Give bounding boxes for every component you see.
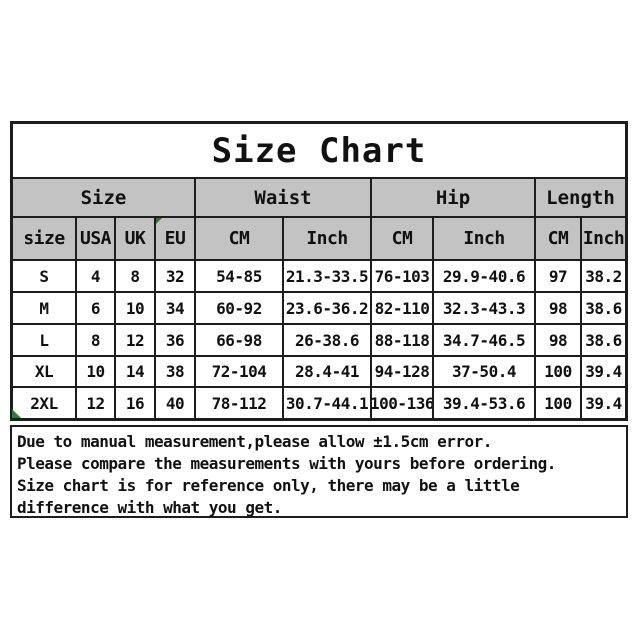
table-cell: 32.3-43.3 [434, 293, 536, 325]
table-cell: 40 [156, 388, 196, 418]
table-cell: 29.9-40.6 [434, 261, 536, 293]
table-cell: 6 [77, 293, 116, 325]
col-group-length: Length [536, 179, 625, 218]
page-title: Size Chart [13, 124, 625, 179]
table-cell: 30.7-44.1 [284, 388, 372, 418]
table-cell: 100 [536, 388, 582, 418]
table-cell: 2XL [13, 388, 77, 418]
table-cell: 88-118 [372, 325, 434, 357]
table-cell: 100 [536, 357, 582, 388]
col-header-waist-cm: CM [196, 218, 284, 261]
table-cell: 32 [156, 261, 196, 293]
table-cell: 39.4 [582, 357, 625, 388]
col-header-length-cm: CM [536, 218, 582, 261]
notes-box: Due to manual measurement,please allow ±… [10, 425, 628, 518]
table-cell: 76-103 [372, 261, 434, 293]
col-header-eu-label: EU [164, 228, 186, 249]
table-cell: 60-92 [196, 293, 284, 325]
table-cell: 14 [116, 357, 156, 388]
table-cell: 39.4-53.6 [434, 388, 536, 418]
note-line: difference with what you get. [17, 498, 282, 517]
table-cell: 28.4-41 [284, 357, 372, 388]
table-cell: 4 [77, 261, 116, 293]
note-line: Size chart is for reference only, there … [17, 476, 520, 495]
table-cell: 12 [77, 388, 116, 418]
note-line: Please compare the measurements with you… [17, 454, 556, 473]
col-header-size: size [13, 218, 77, 261]
table-cell: 16 [116, 388, 156, 418]
table-cell: M [13, 293, 77, 325]
col-header-eu: EU [156, 218, 196, 261]
table-cell: 21.3-33.5 [284, 261, 372, 293]
table-cell: 98 [536, 293, 582, 325]
table-cell: 38 [156, 357, 196, 388]
col-header-usa: USA [77, 218, 116, 261]
table-cell: 8 [77, 325, 116, 357]
table-cell: 36 [156, 325, 196, 357]
table-cell: 100-136 [372, 388, 434, 418]
table-cell: 38.2 [582, 261, 625, 293]
green-corner-marker-icon [156, 218, 162, 224]
col-header-hip-cm: CM [372, 218, 434, 261]
col-group-waist: Waist [196, 179, 372, 218]
table-cell: 94-128 [372, 357, 434, 388]
table-cell: 78-112 [196, 388, 284, 418]
table-cell: 10 [77, 357, 116, 388]
green-corner-marker-icon [12, 409, 21, 418]
table-cell: 98 [536, 325, 582, 357]
table-cell: 23.6-36.2 [284, 293, 372, 325]
table-cell: 34 [156, 293, 196, 325]
table-cell: 66-98 [196, 325, 284, 357]
table-cell: 37-50.4 [434, 357, 536, 388]
table-cell: 8 [116, 261, 156, 293]
table-cell: 12 [116, 325, 156, 357]
table-cell: 72-104 [196, 357, 284, 388]
table-cell: 97 [536, 261, 582, 293]
table-cell: 26-38.6 [284, 325, 372, 357]
table-cell: L [13, 325, 77, 357]
col-header-waist-inch: Inch [284, 218, 372, 261]
note-line: Due to manual measurement,please allow ±… [17, 432, 492, 451]
table-cell: 38.6 [582, 325, 625, 357]
table-cell: 39.4 [582, 388, 625, 418]
size-chart-table: Size Chart Size Waist Hip Length size US… [10, 121, 628, 421]
table-cell: 82-110 [372, 293, 434, 325]
table-cell: 10 [116, 293, 156, 325]
table-cell: XL [13, 357, 77, 388]
table-cell: 34.7-46.5 [434, 325, 536, 357]
table-cell: 38.6 [582, 293, 625, 325]
col-header-length-inch: Inch [582, 218, 625, 261]
col-header-hip-inch: Inch [434, 218, 536, 261]
table-cell: 54-85 [196, 261, 284, 293]
col-group-hip: Hip [372, 179, 536, 218]
table-cell: S [13, 261, 77, 293]
col-header-uk: UK [116, 218, 156, 261]
col-group-size: Size [13, 179, 196, 218]
